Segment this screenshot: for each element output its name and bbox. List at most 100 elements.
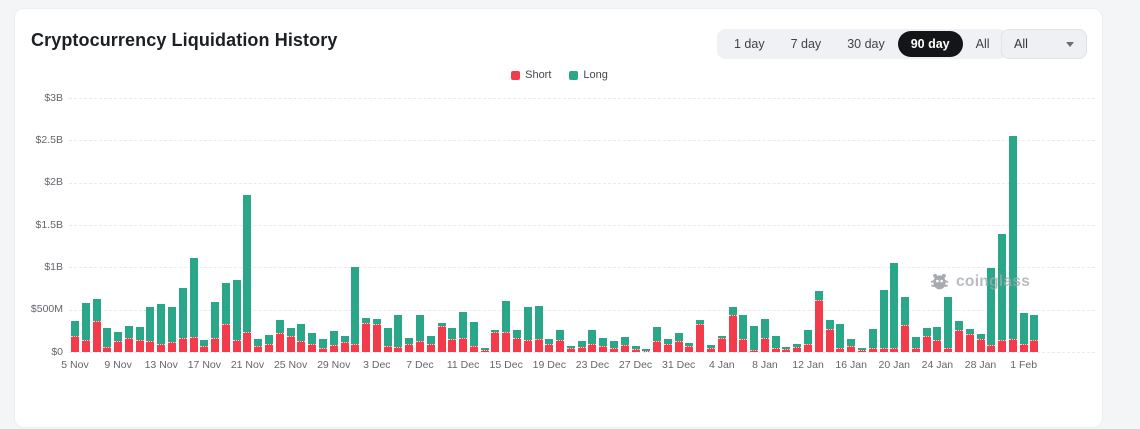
bar-2-feb[interactable] — [1030, 314, 1039, 352]
bar-15-nov[interactable] — [178, 288, 187, 352]
bar-30-dec[interactable] — [663, 339, 672, 352]
bar-22-nov[interactable] — [254, 339, 263, 352]
bar-1-jan[interactable] — [685, 342, 694, 352]
bar-24-dec[interactable] — [599, 337, 608, 352]
bar-26-dec[interactable] — [620, 336, 629, 352]
bar-17-nov[interactable] — [200, 340, 209, 352]
short-segment — [782, 349, 791, 352]
range-button-1-day[interactable]: 1 day — [721, 31, 778, 57]
bar-17-dec[interactable] — [523, 306, 532, 352]
bar-8-dec[interactable] — [426, 336, 435, 352]
bar-15-dec[interactable] — [502, 300, 511, 352]
bar-1-feb[interactable] — [1019, 313, 1028, 352]
bar-20-jan[interactable] — [890, 263, 899, 352]
bar-28-jan[interactable] — [976, 334, 985, 352]
bar-2-dec[interactable] — [362, 318, 371, 352]
bar-16-dec[interactable] — [512, 329, 521, 352]
bar-8-nov[interactable] — [103, 328, 112, 352]
bar-6-nov[interactable] — [81, 302, 90, 352]
bar-29-jan[interactable] — [987, 268, 996, 352]
bar-31-jan[interactable] — [1008, 136, 1017, 352]
range-button-7-day[interactable]: 7 day — [778, 31, 835, 57]
bar-12-nov[interactable] — [146, 307, 155, 352]
bar-5-dec[interactable] — [394, 314, 403, 352]
bar-25-dec[interactable] — [610, 341, 618, 352]
bar-10-nov[interactable] — [124, 326, 133, 352]
bar-11-dec[interactable] — [459, 312, 468, 352]
bar-27-nov[interactable] — [308, 332, 317, 352]
bar-29-nov[interactable] — [329, 330, 338, 352]
bar-18-dec[interactable] — [534, 305, 543, 352]
bar-19-dec[interactable] — [545, 339, 554, 352]
bar-28-nov[interactable] — [318, 339, 327, 352]
bar-16-jan[interactable] — [847, 339, 856, 352]
bar-24-jan[interactable] — [933, 327, 942, 352]
bar-30-jan[interactable] — [998, 234, 1007, 352]
bar-5-nov[interactable] — [71, 320, 79, 352]
bar-31-dec[interactable] — [674, 333, 683, 352]
bar-26-jan[interactable] — [954, 320, 963, 352]
bar-9-nov[interactable] — [114, 331, 123, 352]
bar-22-jan[interactable] — [911, 336, 920, 352]
bar-4-jan[interactable] — [717, 335, 726, 352]
bar-6-dec[interactable] — [405, 338, 414, 352]
bar-12-dec[interactable] — [469, 321, 478, 352]
bar-7-jan[interactable] — [750, 325, 759, 352]
bar-1-dec[interactable] — [351, 267, 360, 352]
bar-14-jan[interactable] — [825, 320, 834, 352]
bar-10-dec[interactable] — [448, 328, 457, 352]
bar-27-jan[interactable] — [965, 329, 974, 352]
bar-20-nov[interactable] — [232, 280, 241, 352]
bar-2-jan[interactable] — [696, 320, 705, 352]
bar-21-jan[interactable] — [901, 297, 910, 352]
bar-15-jan[interactable] — [836, 324, 845, 352]
bar-21-nov[interactable] — [243, 194, 252, 352]
legend-item-long[interactable]: Long — [569, 69, 608, 81]
bar-5-jan[interactable] — [728, 307, 737, 352]
bar-7-nov[interactable] — [92, 298, 101, 352]
bar-4-dec[interactable] — [383, 327, 392, 352]
bar-20-dec[interactable] — [556, 329, 565, 352]
bar-11-jan[interactable] — [793, 343, 802, 352]
bar-3-dec[interactable] — [372, 319, 381, 352]
bar-27-dec[interactable] — [631, 346, 640, 352]
coin-filter-dropdown[interactable]: All — [1001, 29, 1087, 59]
bar-23-jan[interactable] — [922, 328, 931, 352]
bar-9-dec[interactable] — [437, 323, 446, 352]
bar-6-jan[interactable] — [739, 314, 748, 352]
bar-28-dec[interactable] — [642, 349, 651, 352]
range-button-30-day[interactable]: 30 day — [834, 31, 898, 57]
bar-22-dec[interactable] — [577, 340, 586, 352]
short-segment — [308, 343, 317, 352]
range-button-90-day[interactable]: 90 day — [897, 31, 963, 57]
bar-25-jan[interactable] — [944, 297, 953, 352]
bar-25-nov[interactable] — [286, 328, 295, 352]
bar-23-nov[interactable] — [265, 335, 274, 352]
bar-16-nov[interactable] — [189, 258, 198, 352]
bar-13-jan[interactable] — [814, 291, 823, 352]
bar-8-jan[interactable] — [760, 318, 769, 352]
range-button-all[interactable]: All — [963, 31, 1003, 57]
bar-14-dec[interactable] — [491, 330, 500, 352]
bar-17-jan[interactable] — [857, 348, 866, 352]
bar-29-dec[interactable] — [653, 327, 662, 352]
bar-26-nov[interactable] — [297, 324, 306, 352]
bar-11-nov[interactable] — [135, 326, 144, 352]
bar-19-nov[interactable] — [221, 282, 230, 352]
bar-21-dec[interactable] — [566, 346, 575, 352]
bar-19-jan[interactable] — [879, 289, 888, 352]
bar-13-nov[interactable] — [157, 304, 166, 352]
bar-14-nov[interactable] — [168, 306, 177, 352]
bar-30-nov[interactable] — [340, 335, 349, 352]
bar-10-jan[interactable] — [782, 346, 791, 352]
bar-7-dec[interactable] — [415, 314, 424, 352]
legend-item-short[interactable]: Short — [511, 69, 551, 81]
bar-9-jan[interactable] — [771, 335, 780, 352]
bar-24-nov[interactable] — [275, 320, 284, 352]
bar-3-jan[interactable] — [707, 344, 716, 352]
bar-13-dec[interactable] — [480, 347, 489, 352]
bar-18-jan[interactable] — [868, 329, 877, 352]
bar-23-dec[interactable] — [588, 329, 597, 352]
bar-18-nov[interactable] — [211, 302, 220, 352]
bar-12-jan[interactable] — [804, 329, 813, 352]
